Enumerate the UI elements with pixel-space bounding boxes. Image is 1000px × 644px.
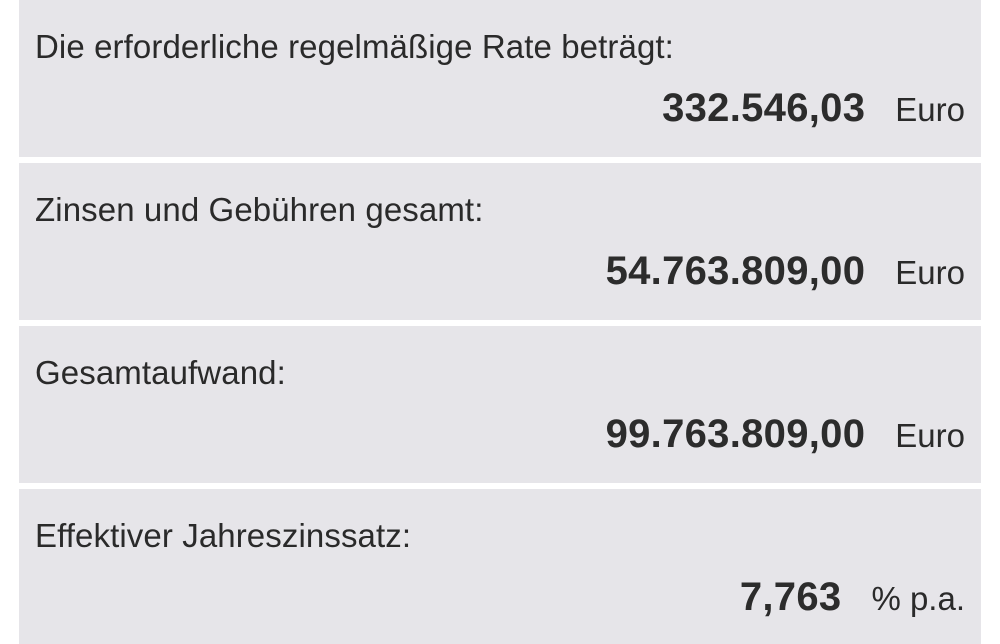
effective-rate-label: Effektiver Jahreszinssatz:	[35, 517, 412, 554]
total-cost-value-row: 99.763.809,00 Euro	[606, 412, 965, 457]
result-card-effective-rate: Effektiver Jahreszinssatz: 7,763 % p.a.	[19, 489, 981, 644]
effective-rate-value: 7,763	[739, 575, 842, 619]
effective-rate-value-row: 7,763 % p.a.	[740, 575, 965, 620]
rate-label: Die erforderliche regelmäßige Rate beträ…	[35, 28, 674, 65]
rate-value: 332.546,03	[662, 86, 866, 130]
total-cost-value: 99.763.809,00	[605, 412, 866, 456]
interest-fees-value-row: 54.763.809,00 Euro	[606, 249, 965, 294]
total-cost-label: Gesamtaufwand:	[35, 354, 286, 391]
result-card-total-cost: Gesamtaufwand: 99.763.809,00 Euro	[19, 326, 981, 483]
effective-rate-unit: % p.a.	[871, 580, 965, 617]
rate-value-row: 332.546,03 Euro	[662, 86, 965, 131]
total-cost-unit: Euro	[895, 417, 965, 454]
interest-fees-value: 54.763.809,00	[605, 249, 866, 293]
rate-unit: Euro	[895, 91, 965, 128]
results-list: Die erforderliche regelmäßige Rate beträ…	[19, 0, 981, 644]
interest-fees-label: Zinsen und Gebühren gesamt:	[35, 191, 484, 228]
result-card-interest-fees: Zinsen und Gebühren gesamt: 54.763.809,0…	[19, 163, 981, 320]
result-card-rate: Die erforderliche regelmäßige Rate beträ…	[19, 0, 981, 157]
interest-fees-unit: Euro	[895, 254, 965, 291]
